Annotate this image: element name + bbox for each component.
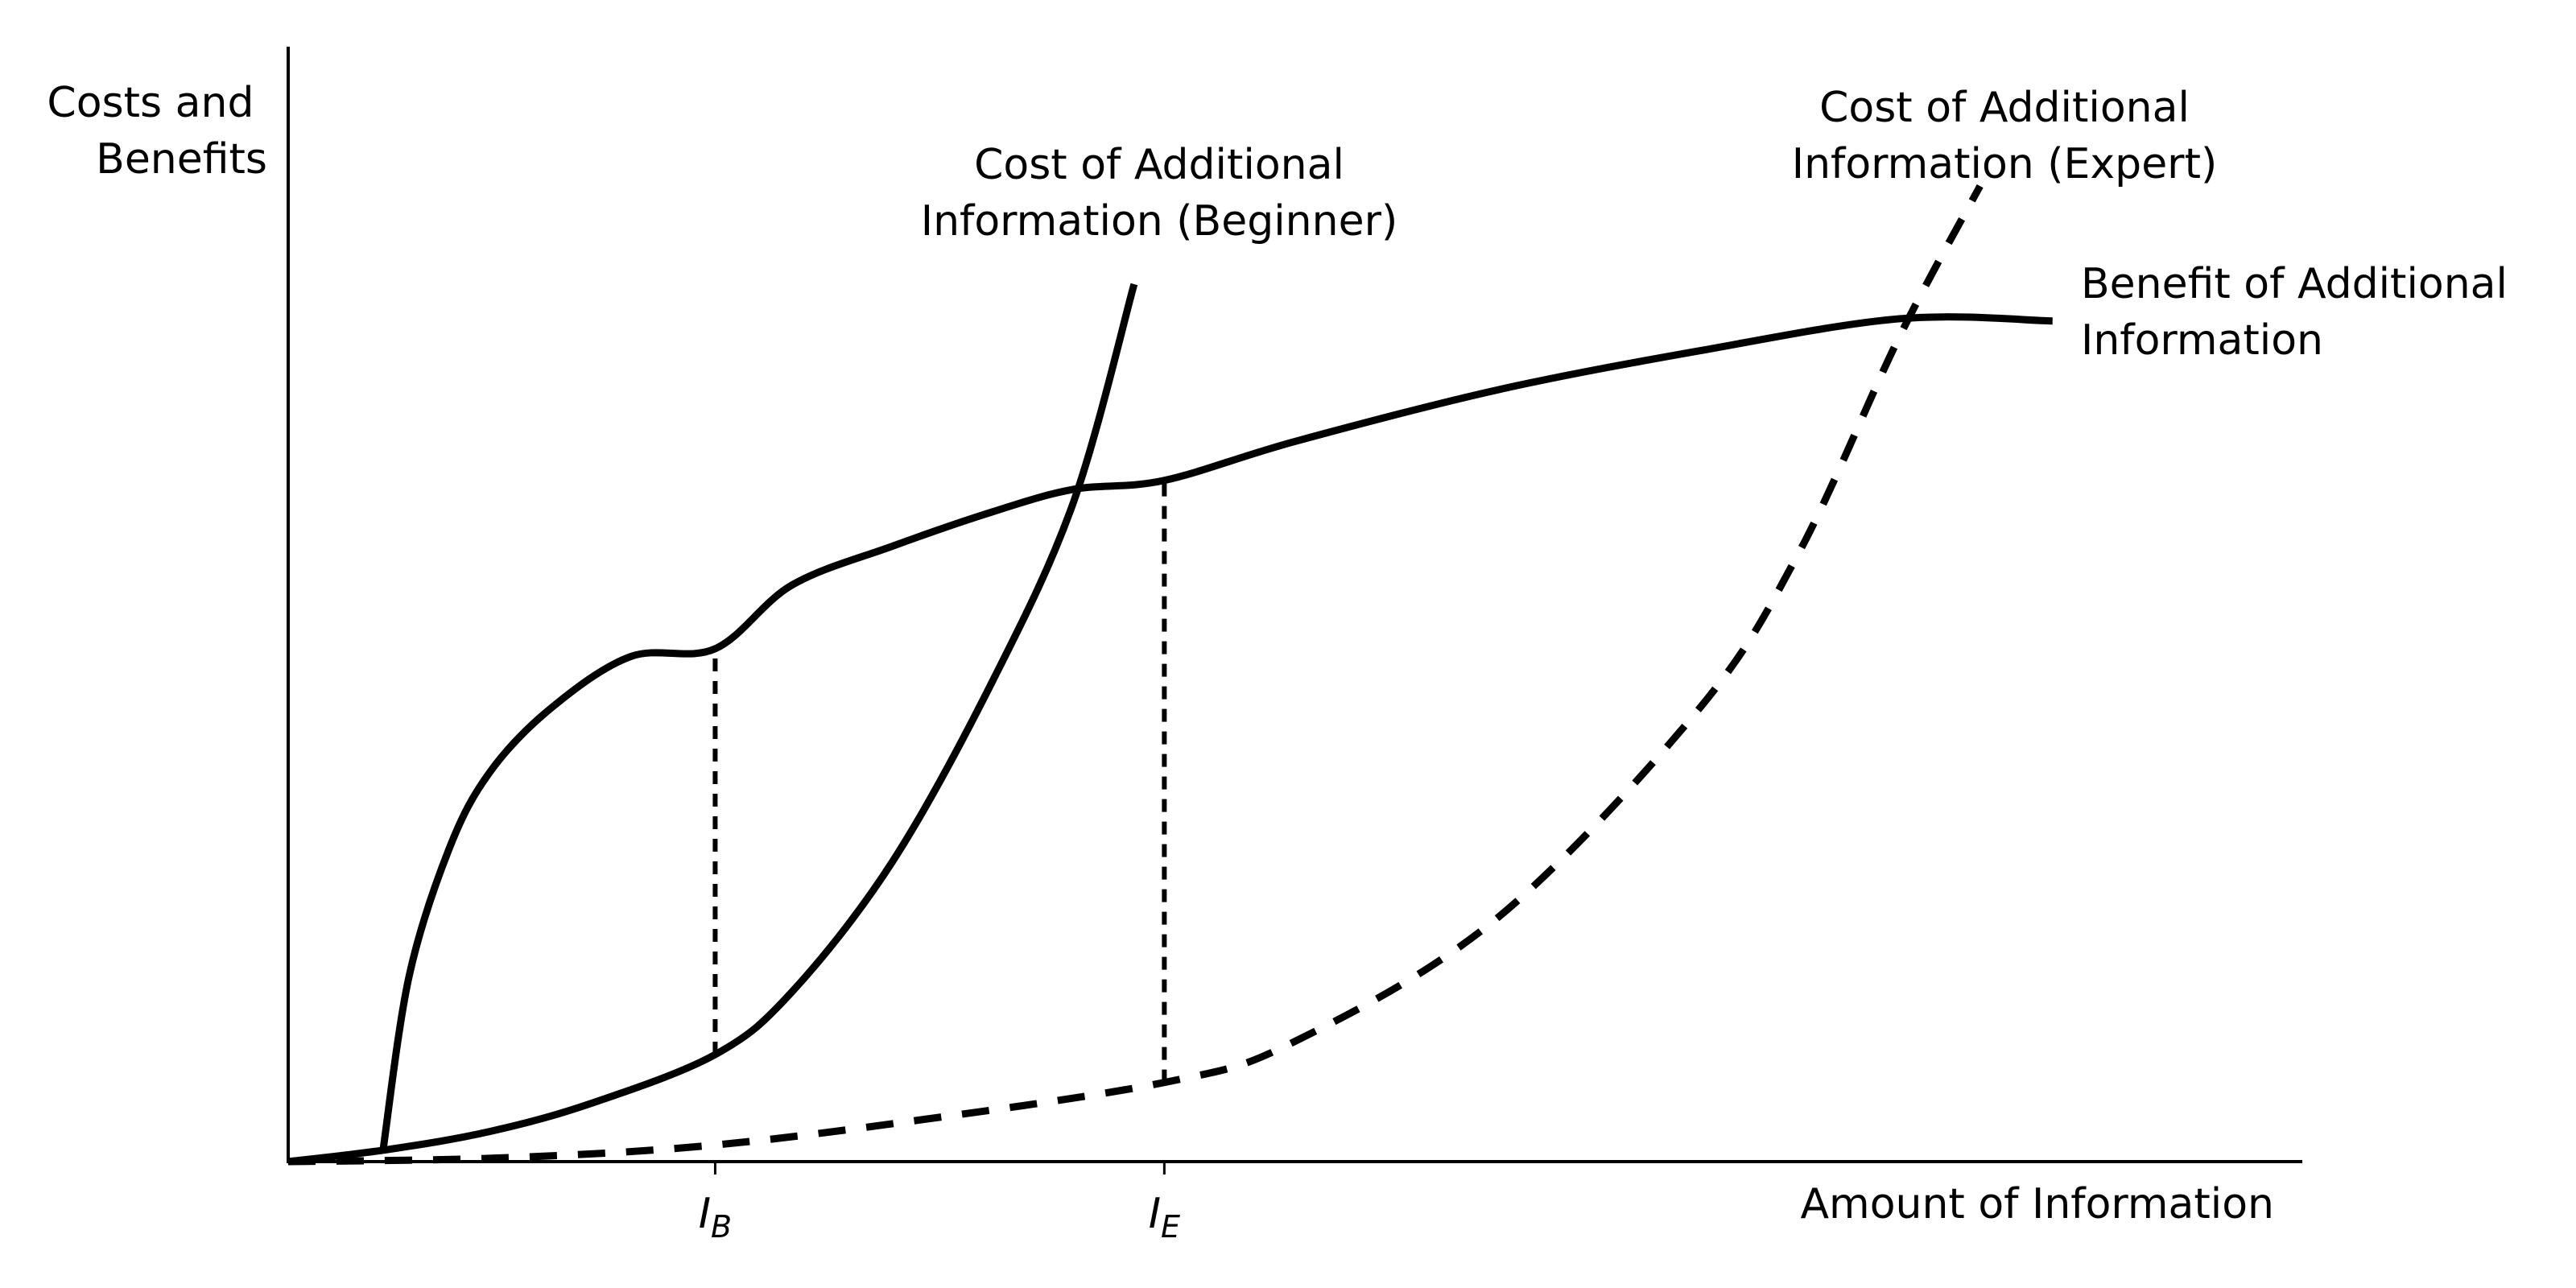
x-ticks: IB IE <box>699 1162 1180 1245</box>
x-tick-label-2: IE <box>1149 1190 1180 1245</box>
x-axis-label: Amount of Information <box>1800 1180 2274 1228</box>
y-axis-label: Costs and Benefits <box>47 79 267 184</box>
series-label-3: Cost of Additional Information (Expert) <box>1792 84 2218 188</box>
series-labels: Benefit of Additional Information Cost of … <box>921 84 2508 365</box>
y-axis-label-line-2: Benefits <box>96 135 267 184</box>
x-tick-label-1: IB <box>699 1190 732 1245</box>
series-line-1 <box>379 313 2053 1153</box>
series-label-1: Benefit of Additional Information <box>2081 260 2508 365</box>
series-group <box>287 184 2053 1166</box>
series-label-2: Cost of Additional Information (Beginner) <box>921 141 1398 246</box>
series-line-3 <box>287 184 1984 1166</box>
reference-lines <box>712 480 1167 1083</box>
y-axis-label-line-1: Costs and <box>47 79 254 127</box>
series-line-2 <box>287 283 1138 1166</box>
